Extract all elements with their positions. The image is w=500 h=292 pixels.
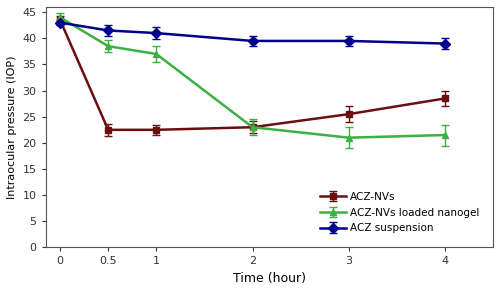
X-axis label: Time (hour): Time (hour): [233, 272, 306, 285]
Y-axis label: Intraocular pressure (IOP): Intraocular pressure (IOP): [7, 55, 17, 199]
Legend: ACZ-NVs, ACZ-NVs loaded nanogel, ACZ suspension: ACZ-NVs, ACZ-NVs loaded nanogel, ACZ sus…: [316, 188, 484, 237]
